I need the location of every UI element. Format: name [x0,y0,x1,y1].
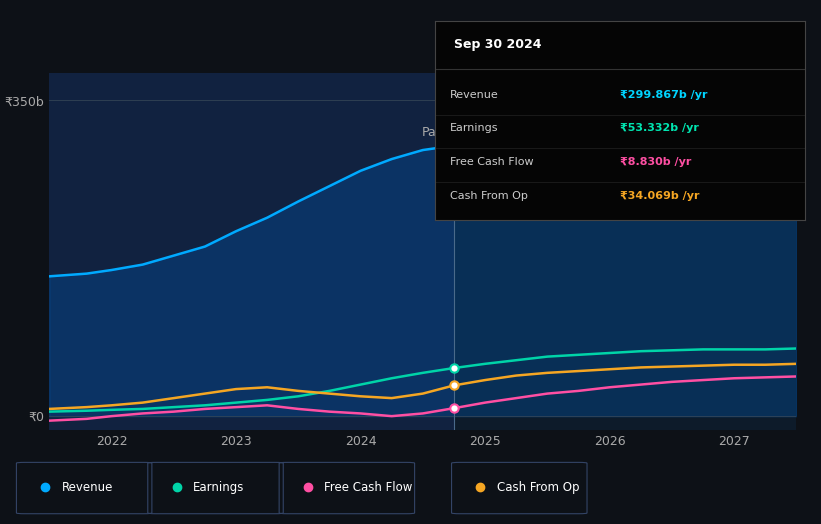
Text: Free Cash Flow: Free Cash Flow [324,481,413,494]
Text: Past: Past [422,126,447,139]
Text: ₹8.830b /yr: ₹8.830b /yr [620,157,691,167]
Bar [454,73,796,430]
Text: ₹34.069b /yr: ₹34.069b /yr [620,191,699,201]
Text: Analysts Forecasts: Analysts Forecasts [461,126,576,139]
Text: Sep 30 2024: Sep 30 2024 [454,38,541,51]
Text: ₹299.867b /yr: ₹299.867b /yr [620,90,708,100]
Text: Cash From Op: Cash From Op [497,481,579,494]
Text: Earnings: Earnings [193,481,245,494]
Text: Earnings: Earnings [450,124,498,134]
Text: Free Cash Flow: Free Cash Flow [450,157,534,167]
Text: ₹53.332b /yr: ₹53.332b /yr [620,124,699,134]
Text: Revenue: Revenue [450,90,498,100]
Text: Revenue: Revenue [62,481,113,494]
Bar [49,73,454,430]
Text: Cash From Op: Cash From Op [450,191,528,201]
